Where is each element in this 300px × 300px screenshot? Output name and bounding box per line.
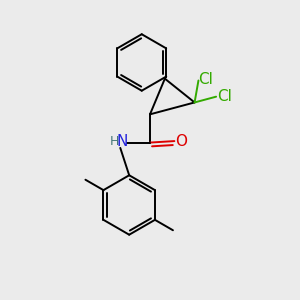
Text: Cl: Cl — [218, 89, 232, 104]
Text: H: H — [110, 135, 120, 148]
Text: Cl: Cl — [198, 71, 213, 86]
Text: N: N — [117, 134, 128, 149]
Text: O: O — [175, 134, 187, 148]
